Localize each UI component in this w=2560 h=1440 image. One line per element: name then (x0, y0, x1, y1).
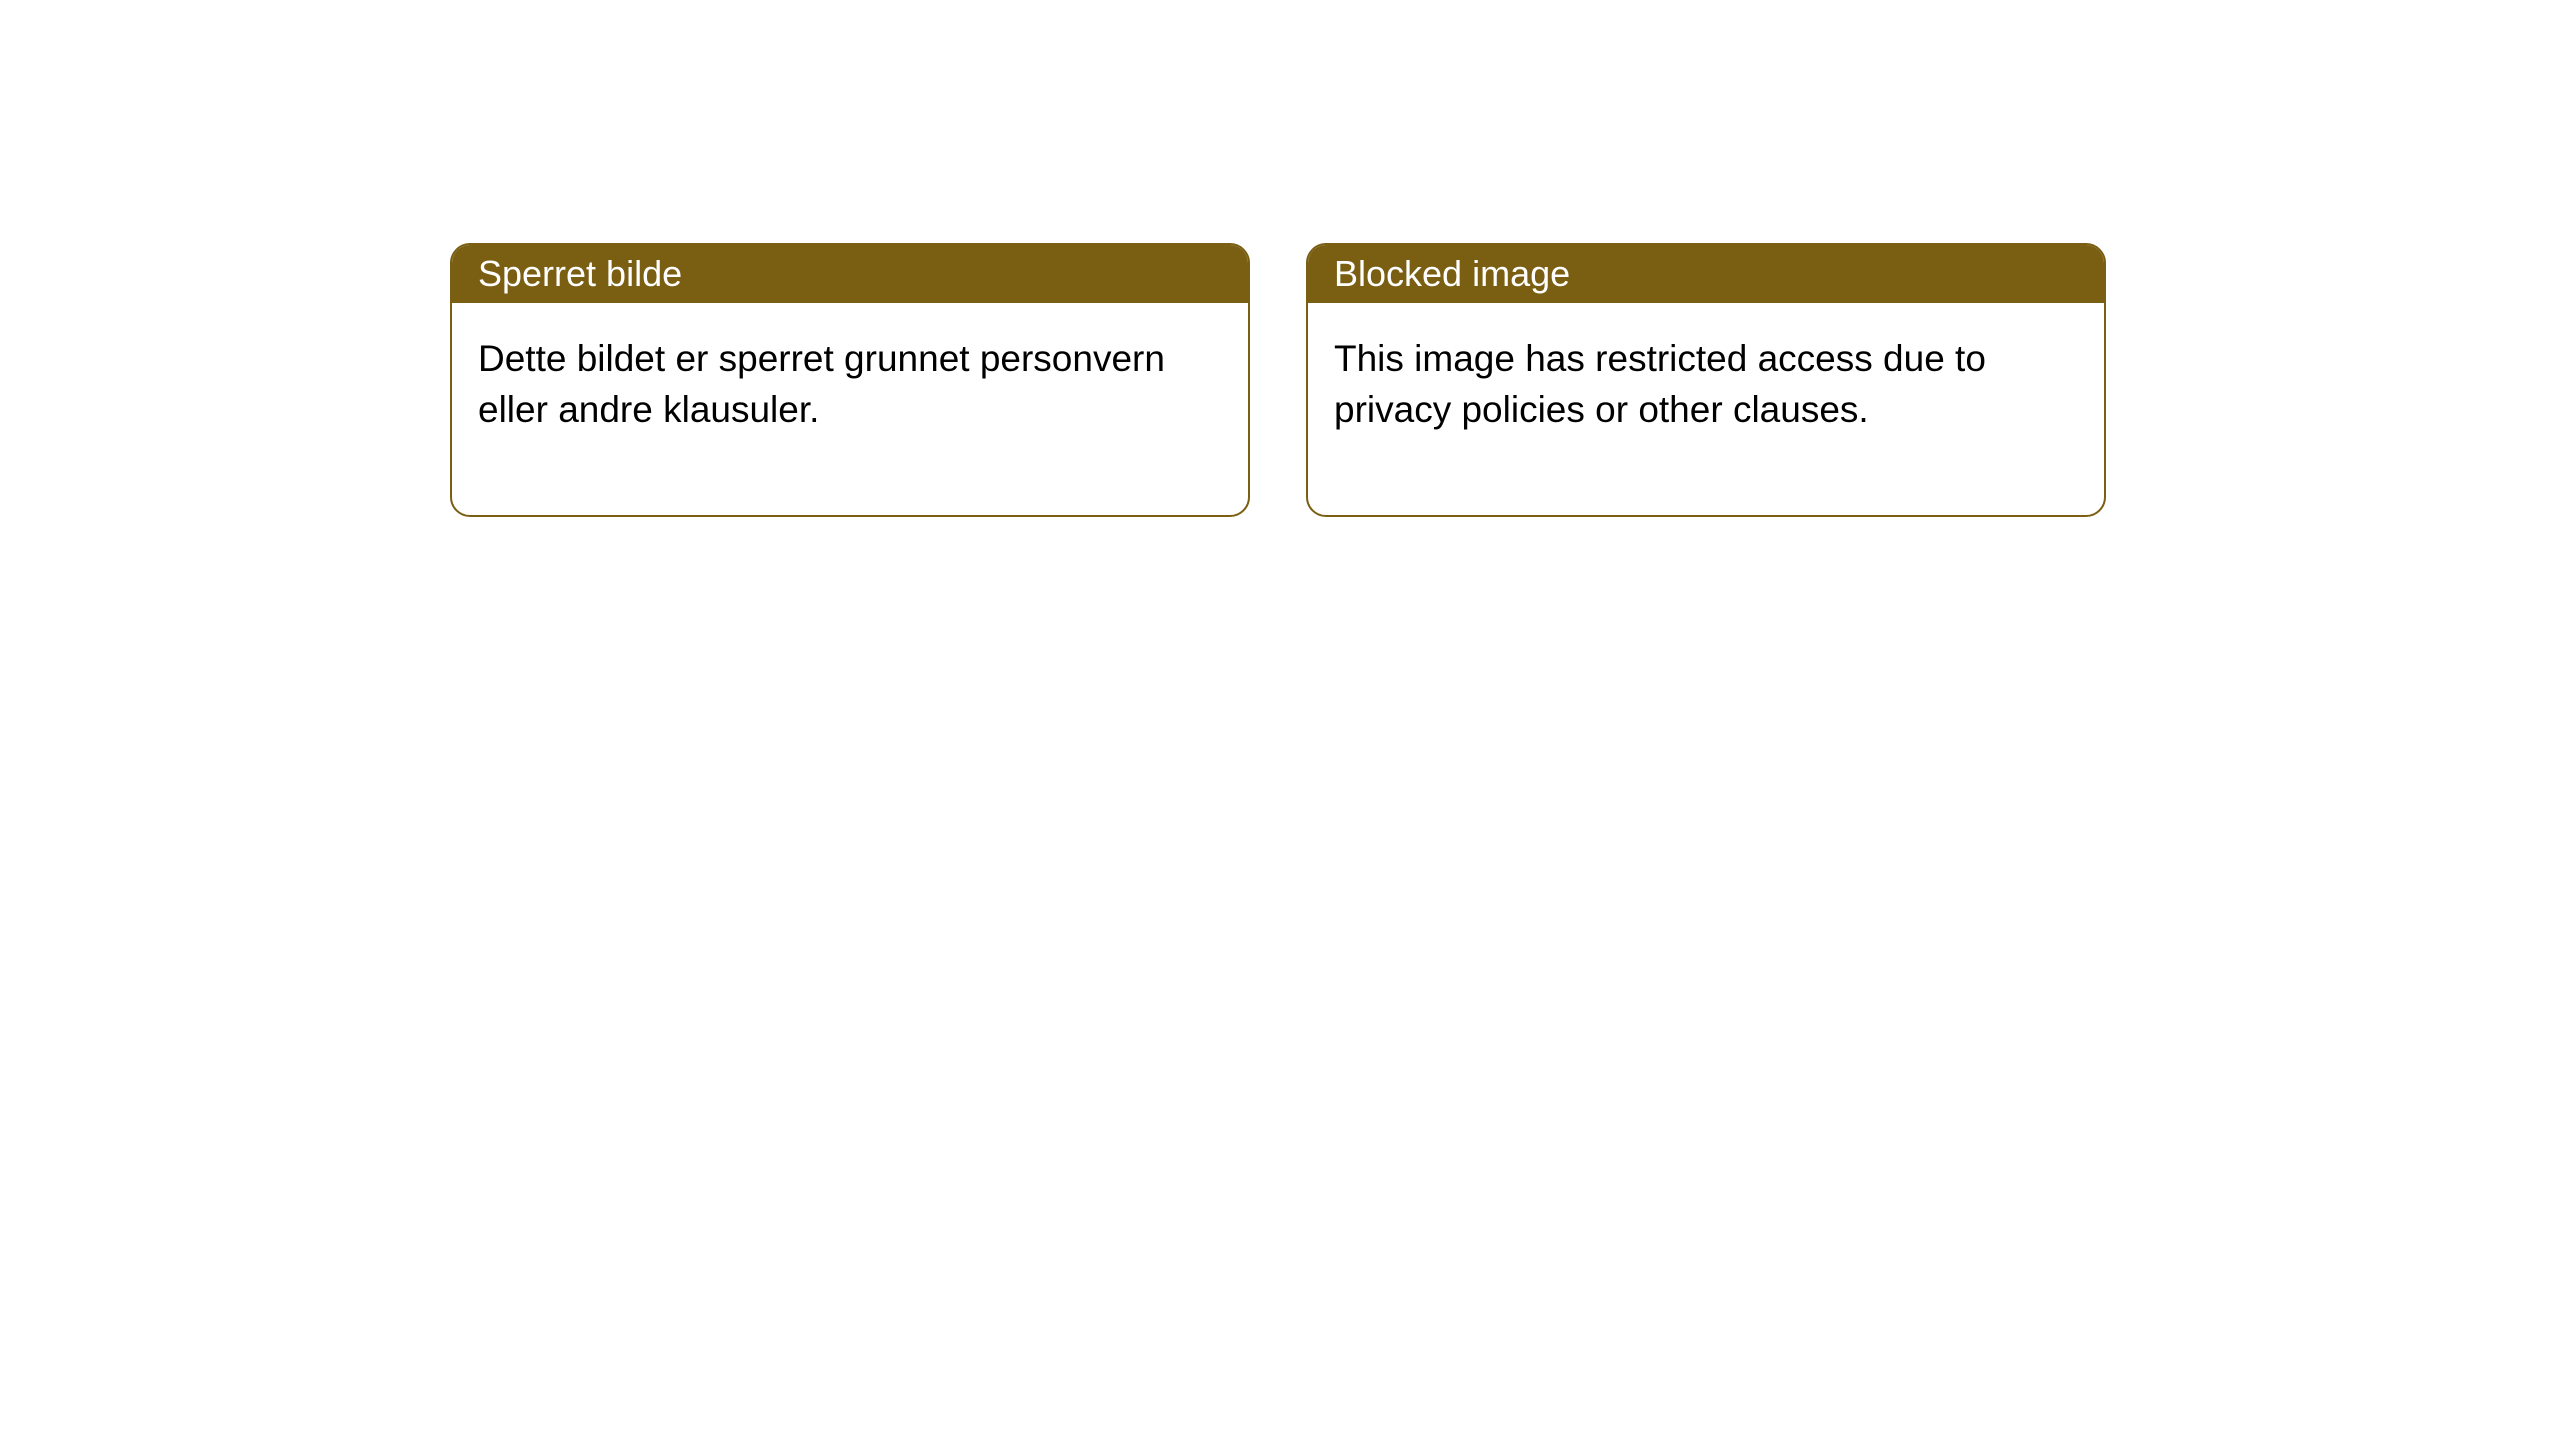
notice-card-norwegian: Sperret bilde Dette bildet er sperret gr… (450, 243, 1250, 517)
card-body: Dette bildet er sperret grunnet personve… (452, 303, 1248, 515)
notice-card-english: Blocked image This image has restricted … (1306, 243, 2106, 517)
card-header: Blocked image (1308, 245, 2104, 303)
card-header: Sperret bilde (452, 245, 1248, 303)
notice-container: Sperret bilde Dette bildet er sperret gr… (0, 0, 2560, 517)
card-body: This image has restricted access due to … (1308, 303, 2104, 515)
